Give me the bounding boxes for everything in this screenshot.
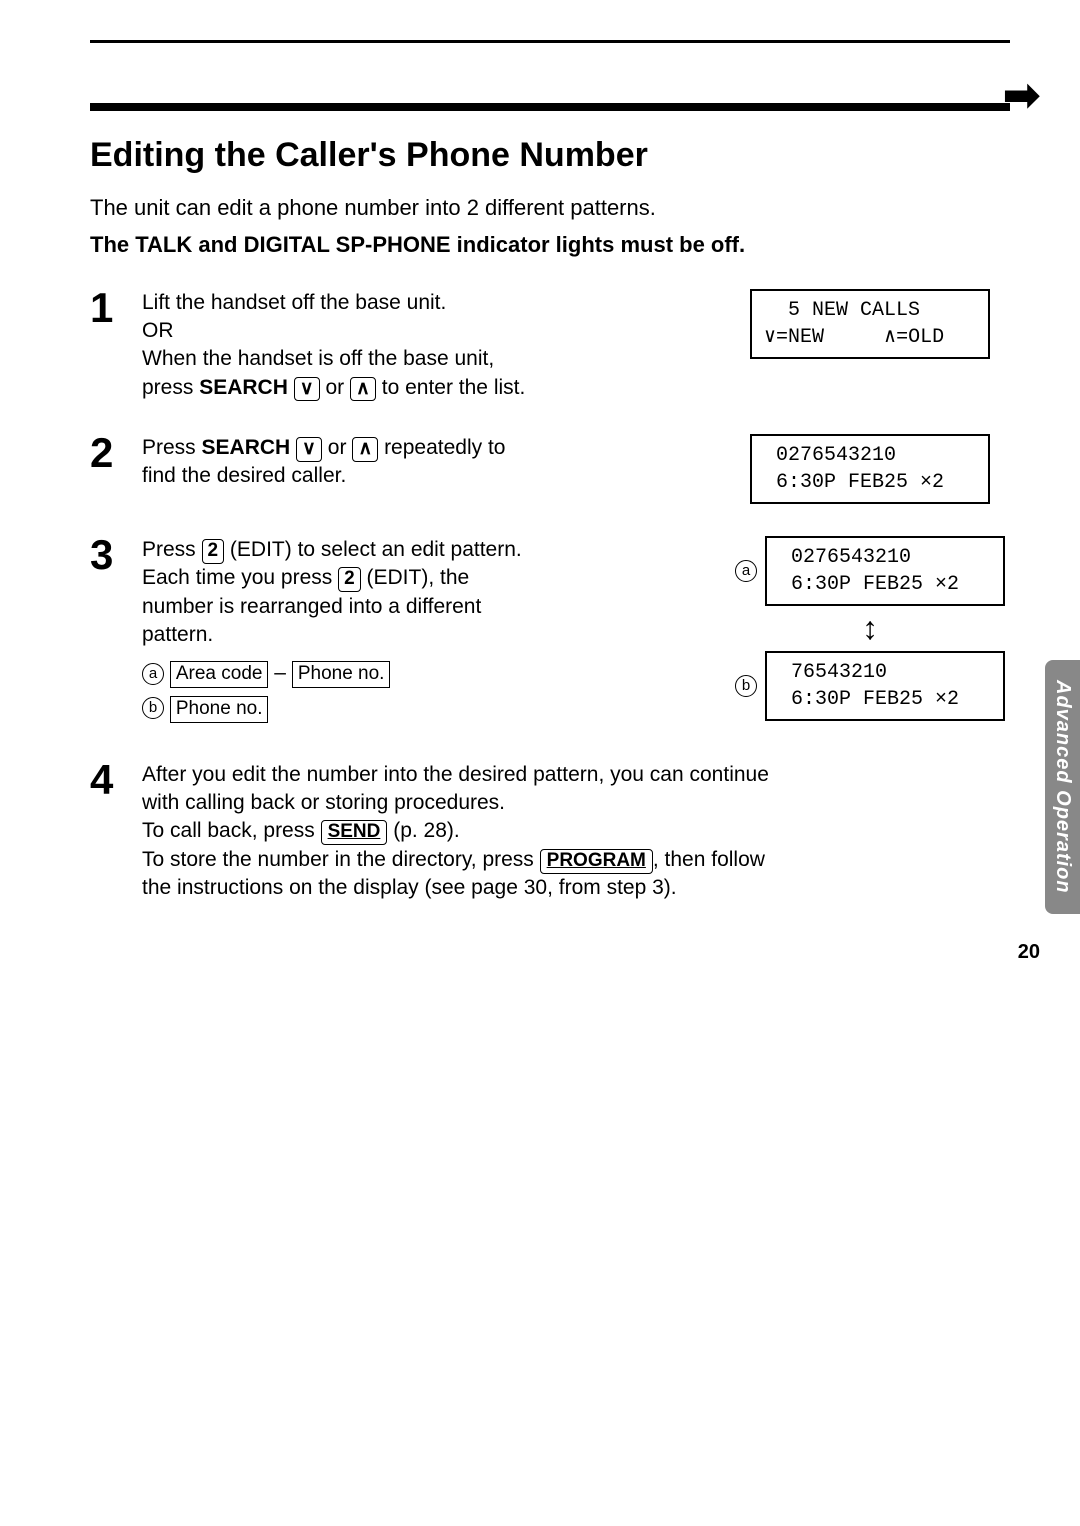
lcd-line: 6:30P FEB25 ×2 bbox=[779, 573, 959, 596]
send-key: SEND bbox=[321, 820, 388, 845]
up-key-icon: ∧ bbox=[350, 377, 376, 402]
text-line: Press SEARCH ∨ or ∧ repeatedly to bbox=[142, 434, 716, 462]
step-number: 4 bbox=[90, 761, 128, 799]
step-display: 5 NEW CALLS ∨=NEW ∧=OLD bbox=[730, 289, 1010, 359]
text-line: After you edit the number into the desir… bbox=[142, 761, 1010, 789]
text-fragment: or bbox=[320, 376, 350, 399]
text-line: Press 2 (EDIT) to select an edit pattern… bbox=[142, 536, 716, 564]
text-line: OR bbox=[142, 317, 716, 345]
step-body: After you edit the number into the desir… bbox=[142, 761, 1010, 903]
step-3: 3 Press 2 (EDIT) to select an edit patte… bbox=[90, 536, 1010, 729]
text-fragment: To store the number in the directory, pr… bbox=[142, 848, 540, 871]
lcd-line: 76543210 bbox=[779, 661, 887, 684]
side-tab: Advanced Operation bbox=[1045, 660, 1080, 914]
step-2: 2 Press SEARCH ∨ or ∧ repeatedly to find… bbox=[90, 434, 1010, 504]
text-line: Lift the handset off the base unit. bbox=[142, 289, 716, 317]
key-2: 2 bbox=[338, 567, 361, 592]
text-fragment: press bbox=[142, 376, 199, 399]
pattern-a: a Area code – Phone no. bbox=[142, 659, 716, 688]
step-body: Press SEARCH ∨ or ∧ repeatedly to find t… bbox=[142, 434, 716, 491]
text-fragment: To call back, press bbox=[142, 819, 321, 842]
text-line: pattern. bbox=[142, 621, 716, 649]
forward-arrow-icon: ➡ bbox=[1003, 70, 1040, 121]
intro-text-1: The unit can edit a phone number into 2 … bbox=[90, 193, 1010, 224]
lcd-line: 6:30P FEB25 ×2 bbox=[764, 471, 944, 494]
up-key-icon: ∧ bbox=[352, 437, 378, 462]
text-fragment: repeatedly to bbox=[378, 436, 505, 459]
step-number: 1 bbox=[90, 289, 128, 327]
text-line: number is rearranged into a different bbox=[142, 593, 716, 621]
search-label: SEARCH bbox=[202, 436, 291, 459]
step-display: 0276543210 6:30P FEB25 ×2 bbox=[730, 434, 1010, 504]
circle-b-icon: b bbox=[735, 675, 757, 697]
program-key: PROGRAM bbox=[540, 849, 653, 874]
step-number: 2 bbox=[90, 434, 128, 472]
text-line: To store the number in the directory, pr… bbox=[142, 846, 1010, 874]
text-fragment: Each time you press bbox=[142, 566, 338, 589]
top-rule bbox=[90, 40, 1010, 43]
text-line: To call back, press SEND (p. 28). bbox=[142, 817, 1010, 845]
pattern-b: b Phone no. bbox=[142, 694, 716, 723]
text-fragment: (p. 28). bbox=[387, 819, 459, 842]
phone-no-box: Phone no. bbox=[292, 661, 391, 688]
lcd-line: 0276543210 bbox=[779, 546, 911, 569]
text-fragment: Press bbox=[142, 538, 202, 561]
step-1: 1 Lift the handset off the base unit. OR… bbox=[90, 289, 1010, 402]
phone-no-box: Phone no. bbox=[170, 696, 269, 723]
lcd-display: 5 NEW CALLS ∨=NEW ∧=OLD bbox=[750, 289, 990, 359]
down-key-icon: ∨ bbox=[294, 377, 320, 402]
search-label: SEARCH bbox=[199, 376, 288, 399]
text-line: the instructions on the display (see pag… bbox=[142, 874, 1010, 902]
thick-rule bbox=[90, 103, 1010, 111]
step-body: Press 2 (EDIT) to select an edit pattern… bbox=[142, 536, 716, 729]
lcd-display-b: 76543210 6:30P FEB25 ×2 bbox=[765, 651, 1005, 721]
step-4: 4 After you edit the number into the des… bbox=[90, 761, 1010, 903]
step-body: Lift the handset off the base unit. OR W… bbox=[142, 289, 716, 402]
text-fragment: to enter the list. bbox=[376, 376, 525, 399]
text-line: find the desired caller. bbox=[142, 462, 716, 490]
text-line: Each time you press 2 (EDIT), the bbox=[142, 564, 716, 592]
text-line: press SEARCH ∨ or ∧ to enter the list. bbox=[142, 374, 716, 402]
step-number: 3 bbox=[90, 536, 128, 574]
updown-arrow-icon: ↕ bbox=[862, 614, 878, 643]
lcd-line: ∨=NEW ∧=OLD bbox=[764, 326, 944, 349]
text-fragment: – bbox=[268, 661, 291, 684]
text-fragment: , then follow bbox=[653, 848, 765, 871]
lcd-line: 6:30P FEB25 ×2 bbox=[779, 688, 959, 711]
lcd-line: 0276543210 bbox=[764, 444, 896, 467]
text-fragment: Press bbox=[142, 436, 202, 459]
key-2: 2 bbox=[202, 539, 225, 564]
page-number: 20 bbox=[1018, 941, 1040, 964]
circle-b-icon: b bbox=[142, 697, 164, 719]
circle-a-icon: a bbox=[142, 663, 164, 685]
circle-a-icon: a bbox=[735, 560, 757, 582]
lcd-display: 0276543210 6:30P FEB25 ×2 bbox=[750, 434, 990, 504]
text-fragment: or bbox=[322, 436, 352, 459]
page-title: Editing the Caller's Phone Number bbox=[90, 136, 1010, 175]
lcd-display-a: 0276543210 6:30P FEB25 ×2 bbox=[765, 536, 1005, 606]
text-line: When the handset is off the base unit, bbox=[142, 345, 716, 373]
text-fragment: (EDIT) to select an edit pattern. bbox=[224, 538, 522, 561]
text-fragment: (EDIT), the bbox=[361, 566, 470, 589]
lcd-line: 5 NEW CALLS bbox=[764, 299, 920, 322]
intro-text-2: The TALK and DIGITAL SP-PHONE indicator … bbox=[90, 230, 1010, 261]
text-line: with calling back or storing procedures. bbox=[142, 789, 1010, 817]
area-code-box: Area code bbox=[170, 661, 269, 688]
step-display: a 0276543210 6:30P FEB25 ×2 ↕ b 76543210… bbox=[730, 536, 1010, 721]
down-key-icon: ∨ bbox=[296, 437, 322, 462]
